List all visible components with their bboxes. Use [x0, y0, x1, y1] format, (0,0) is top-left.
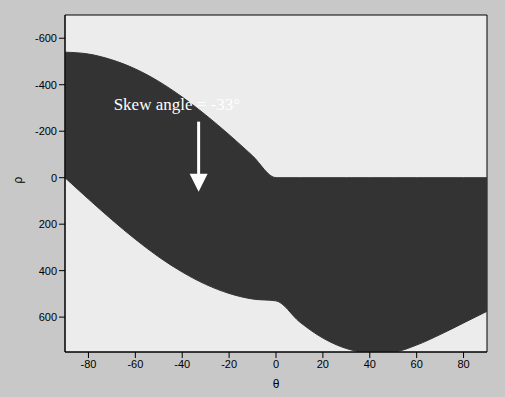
svg-text:60: 60 [411, 358, 423, 370]
svg-text:-200: -200 [35, 125, 57, 137]
svg-text:0: 0 [273, 358, 279, 370]
svg-text:80: 80 [457, 358, 469, 370]
svg-text:20: 20 [317, 358, 329, 370]
svg-text:-400: -400 [35, 79, 57, 91]
svg-text:600: 600 [39, 311, 57, 323]
svg-text:Skew angle = -33°: Skew angle = -33° [114, 95, 240, 114]
svg-text:-80: -80 [80, 358, 96, 370]
svg-text:0: 0 [51, 172, 57, 184]
svg-text:40: 40 [364, 358, 376, 370]
svg-text:-60: -60 [127, 358, 143, 370]
svg-text:θ: θ [273, 377, 280, 391]
svg-text:400: 400 [39, 265, 57, 277]
svg-text:-600: -600 [35, 32, 57, 44]
svg-text:ρ: ρ [11, 177, 25, 184]
svg-text:-40: -40 [174, 358, 190, 370]
svg-text:200: 200 [39, 218, 57, 230]
svg-text:-20: -20 [221, 358, 237, 370]
